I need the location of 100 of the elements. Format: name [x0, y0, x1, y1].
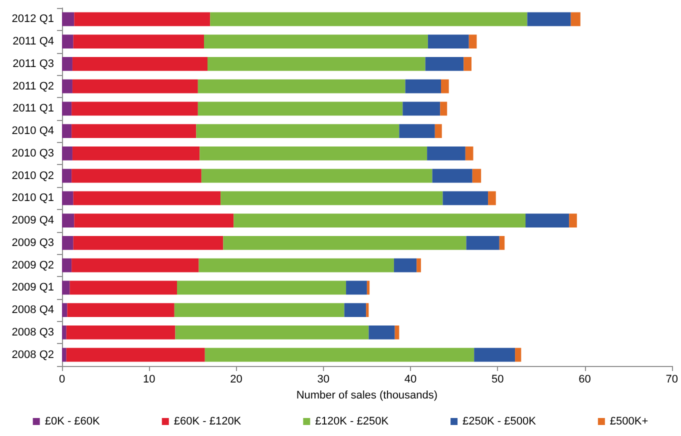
- bar: [527, 12, 571, 26]
- bar: [62, 124, 72, 138]
- bar: [440, 102, 448, 116]
- y-tick-label: 2009 Q1: [12, 282, 54, 294]
- bar: [72, 258, 199, 272]
- bar: [432, 168, 472, 183]
- bar: [62, 191, 74, 206]
- y-tick-label: 2010 Q3: [12, 147, 54, 160]
- bar: [515, 348, 522, 362]
- y-tick-label: 2008 Q4: [12, 304, 54, 316]
- bar: [425, 57, 464, 71]
- bar: [72, 79, 198, 94]
- bar: [73, 236, 224, 250]
- bar: [394, 326, 400, 340]
- bar: [73, 191, 221, 206]
- bar: [442, 191, 488, 206]
- bar: [174, 303, 344, 317]
- x-tick-label: 60: [578, 374, 591, 386]
- x-tick-label: 40: [404, 374, 417, 386]
- legend-label: £250K - £500K: [462, 416, 537, 428]
- bar: [62, 280, 70, 295]
- y-tick-label: 2008 Q3: [12, 326, 54, 338]
- bar: [569, 214, 577, 228]
- legend-label: £120K - £250K: [315, 416, 390, 428]
- bar: [346, 280, 367, 295]
- bar: [72, 57, 208, 71]
- bar: [62, 34, 74, 48]
- bar: [441, 79, 449, 94]
- y-tick-label: 2010 Q2: [12, 170, 54, 182]
- bar: [220, 191, 443, 206]
- y-tick-label: 2009 Q3: [12, 236, 54, 249]
- bar: [366, 303, 369, 317]
- y-tick-label: 2011 Q4: [12, 36, 54, 48]
- bar: [399, 124, 435, 138]
- bar: [67, 303, 174, 317]
- bar: [402, 102, 440, 116]
- bar: [70, 280, 178, 295]
- bar: [366, 280, 370, 295]
- bar: [204, 348, 474, 362]
- bar: [488, 191, 496, 206]
- bar: [223, 236, 466, 250]
- bar: [72, 124, 196, 138]
- x-tick-label: 70: [666, 374, 678, 386]
- bar: [368, 326, 395, 340]
- bar: [434, 124, 442, 138]
- bar: [499, 236, 505, 250]
- y-tick-label: 2011 Q1: [12, 102, 54, 115]
- bar: [62, 57, 72, 71]
- bar: [468, 34, 477, 48]
- bar: [62, 168, 72, 183]
- bar: [234, 214, 526, 228]
- y-tick-label: 2012 Q1: [12, 13, 54, 26]
- bar: [72, 168, 202, 183]
- bar: [177, 280, 346, 295]
- bar: [74, 12, 210, 26]
- x-tick-label: 0: [58, 374, 66, 386]
- y-tick-label: 2008 Q2: [12, 348, 54, 361]
- bar: [198, 258, 394, 272]
- y-tick-label: 2011 Q3: [12, 58, 54, 70]
- bar: [464, 57, 472, 71]
- bar: [62, 214, 74, 228]
- bar: [472, 168, 482, 183]
- bar: [73, 34, 204, 48]
- legend-label: £60K - £120K: [174, 416, 242, 428]
- bar: [72, 146, 200, 160]
- bar: [66, 348, 205, 362]
- bar: [62, 102, 72, 116]
- bar: [62, 326, 66, 340]
- bar: [204, 34, 428, 48]
- bar: [526, 214, 570, 228]
- bar: [196, 124, 400, 138]
- bar: [210, 12, 528, 26]
- y-tick-label: 2011 Q2: [12, 80, 54, 92]
- bar: [62, 303, 68, 317]
- bar: [62, 79, 72, 94]
- bar: [198, 102, 403, 116]
- bar: [200, 146, 428, 160]
- bar: [474, 348, 516, 362]
- y-tick-label: 2010 Q4: [12, 125, 54, 138]
- legend-label: £0K - £60K: [44, 416, 101, 428]
- bar: [427, 146, 466, 160]
- bar: [62, 236, 74, 250]
- bar: [570, 12, 580, 26]
- bar: [66, 326, 176, 340]
- x-tick-label: 50: [492, 374, 504, 386]
- bar: [416, 258, 421, 272]
- bar: [198, 79, 406, 94]
- bar: [62, 146, 72, 160]
- bar: [394, 258, 417, 272]
- x-tick-label: 30: [317, 374, 330, 386]
- legend-label: £500K+: [610, 416, 648, 428]
- bar: [465, 146, 474, 160]
- bar: [466, 236, 500, 250]
- bar: [72, 102, 198, 116]
- bar: [344, 303, 366, 317]
- bar: [62, 258, 72, 272]
- bar: [201, 168, 432, 183]
- bar: [208, 57, 426, 71]
- bar: [62, 12, 74, 26]
- bar: [62, 348, 66, 362]
